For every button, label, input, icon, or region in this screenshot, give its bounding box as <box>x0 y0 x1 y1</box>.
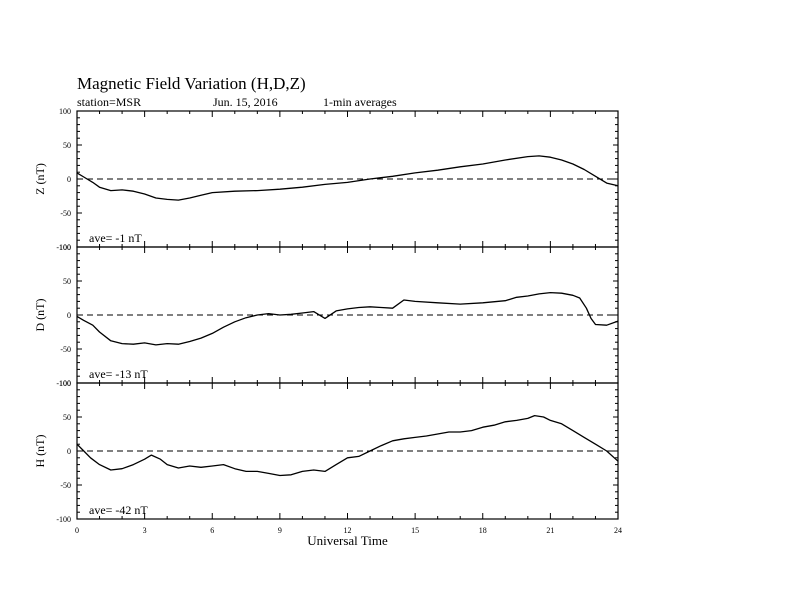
h-ytick-label: -50 <box>60 481 71 490</box>
z-series-line <box>76 155 619 201</box>
xtick-label: 18 <box>479 526 487 535</box>
z-ytick-label: 50 <box>63 141 71 150</box>
h-ytick-label: 50 <box>63 413 71 422</box>
xtick-label: 24 <box>614 526 622 535</box>
xtick-label: 0 <box>75 526 79 535</box>
date-label: Jun. 15, 2016 <box>213 95 278 109</box>
d-series-line <box>76 291 619 346</box>
z-ytick-label: 0 <box>67 175 71 184</box>
station-label: station=MSR <box>77 95 142 109</box>
d-ytick-label: 100 <box>59 243 71 252</box>
d-ytick-label: 50 <box>63 277 71 286</box>
z-ave-annotation: ave= -1 nT <box>89 231 142 245</box>
xtick-label: 12 <box>344 526 352 535</box>
xtick-label: 3 <box>143 526 147 535</box>
d-ytick-label: -100 <box>56 379 71 388</box>
h-ylabel: H (nT) <box>33 435 47 468</box>
z-ylabel: Z (nT) <box>33 163 47 195</box>
h-series-line <box>76 414 619 477</box>
d-ave-annotation: ave= -13 nT <box>89 367 148 381</box>
z-ytick-label: 100 <box>59 107 71 116</box>
xtick-label: 21 <box>546 526 554 535</box>
d-ytick-label: 0 <box>67 311 71 320</box>
d-ylabel: D (nT) <box>33 299 47 332</box>
figure-title: Magnetic Field Variation (H,D,Z) <box>77 74 306 93</box>
z-ytick-label: -50 <box>60 209 71 218</box>
averaging-label: 1-min averages <box>323 95 397 109</box>
h-ave-annotation: ave= -42 nT <box>89 503 148 517</box>
z-ytick-label: -100 <box>56 243 71 252</box>
xtick-label: 15 <box>411 526 419 535</box>
xtick-label: 6 <box>210 526 214 535</box>
h-ytick-label: 0 <box>67 447 71 456</box>
xtick-label: 9 <box>278 526 282 535</box>
h-ytick-label: 100 <box>59 379 71 388</box>
h-ytick-label: -100 <box>56 515 71 524</box>
d-ytick-label: -50 <box>60 345 71 354</box>
xlabel: Universal Time <box>307 533 388 548</box>
